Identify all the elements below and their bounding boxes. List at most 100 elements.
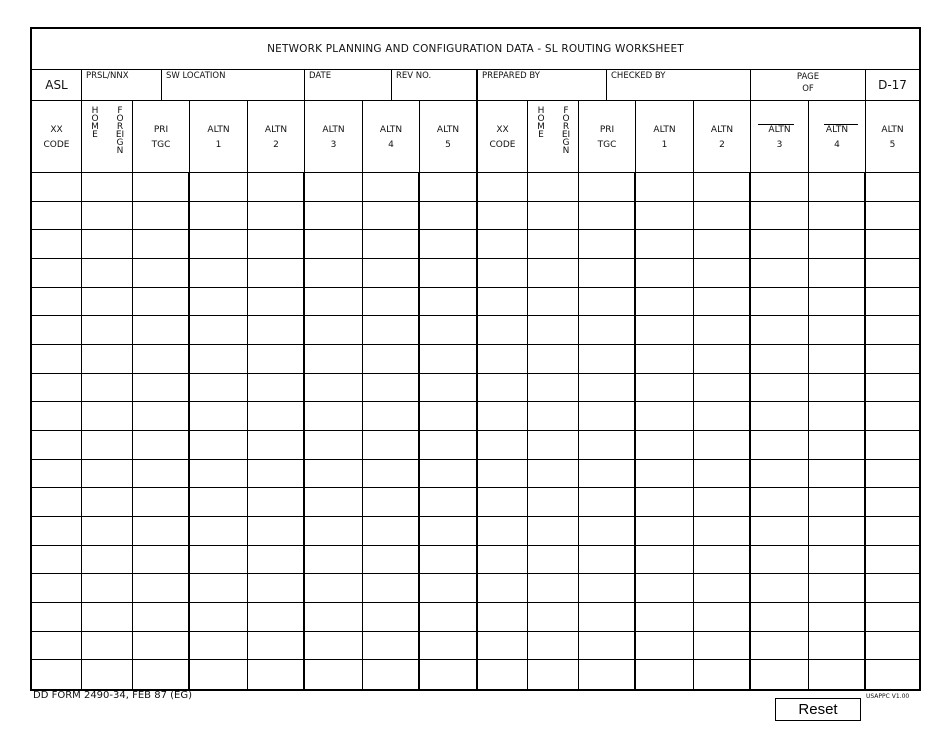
table-cell[interactable] [579,287,636,317]
table-cell[interactable] [694,316,751,345]
table-cell[interactable] [82,517,133,546]
table-cell[interactable] [636,230,694,259]
table-cell[interactable] [694,230,751,259]
table-cell[interactable] [478,173,528,202]
table-cell[interactable] [82,287,133,317]
table-cell[interactable] [82,316,133,345]
prepared-by-field[interactable]: PREPARED BY [478,70,607,101]
table-cell[interactable] [82,402,133,431]
table-cell[interactable] [809,574,866,603]
table-cell[interactable] [478,230,528,259]
table-cell[interactable] [478,574,528,603]
table-cell[interactable] [305,431,363,460]
table-cell[interactable] [579,603,636,632]
table-cell[interactable] [579,459,636,489]
table-cell[interactable] [82,660,133,689]
table-cell[interactable] [809,431,866,460]
table-cell[interactable] [866,517,919,546]
table-cell[interactable] [751,660,809,689]
table-cell[interactable] [133,201,190,231]
table-cell[interactable] [528,230,579,259]
table-cell[interactable] [478,259,528,288]
table-cell[interactable] [694,173,751,202]
table-cell[interactable] [694,488,751,517]
table-cell[interactable] [478,603,528,632]
table-cell[interactable] [420,603,478,632]
table-cell[interactable] [478,660,528,689]
table-cell[interactable] [751,201,809,231]
table-cell[interactable] [809,345,866,374]
table-cell[interactable] [809,517,866,546]
table-cell[interactable] [636,373,694,403]
table-cell[interactable] [636,631,694,661]
table-cell[interactable] [363,431,420,460]
table-cell[interactable] [190,631,248,661]
table-cell[interactable] [363,201,420,231]
table-cell[interactable] [133,545,190,575]
page-number-input[interactable] [758,124,794,125]
table-cell[interactable] [248,488,305,517]
table-cell[interactable] [420,631,478,661]
table-cell[interactable] [694,431,751,460]
table-cell[interactable] [82,603,133,632]
table-cell[interactable] [528,603,579,632]
table-cell[interactable] [133,373,190,403]
table-cell[interactable] [133,488,190,517]
table-cell[interactable] [579,316,636,345]
table-cell[interactable] [694,517,751,546]
table-cell[interactable] [248,603,305,632]
table-cell[interactable] [528,259,579,288]
table-cell[interactable] [751,459,809,489]
table-cell[interactable] [190,402,248,431]
table-cell[interactable] [82,431,133,460]
table-cell[interactable] [248,259,305,288]
table-cell[interactable] [190,316,248,345]
table-cell[interactable] [32,173,82,202]
table-cell[interactable] [190,574,248,603]
table-cell[interactable] [809,173,866,202]
table-cell[interactable] [751,287,809,317]
table-cell[interactable] [636,287,694,317]
table-cell[interactable] [363,173,420,202]
table-cell[interactable] [579,631,636,661]
table-cell[interactable] [751,402,809,431]
table-cell[interactable] [751,230,809,259]
table-cell[interactable] [32,488,82,517]
table-cell[interactable] [133,459,190,489]
prsl-nnx-field[interactable]: PRSL/NNX [82,70,162,101]
table-cell[interactable] [751,603,809,632]
table-cell[interactable] [528,660,579,689]
table-cell[interactable] [866,574,919,603]
table-cell[interactable] [248,230,305,259]
table-cell[interactable] [82,545,133,575]
table-cell[interactable] [248,431,305,460]
table-cell[interactable] [420,173,478,202]
table-cell[interactable] [751,431,809,460]
table-cell[interactable] [579,517,636,546]
table-cell[interactable] [528,173,579,202]
table-cell[interactable] [636,259,694,288]
table-cell[interactable] [363,259,420,288]
table-cell[interactable] [694,545,751,575]
table-cell[interactable] [305,259,363,288]
table-cell[interactable] [420,517,478,546]
table-cell[interactable] [305,459,363,489]
table-cell[interactable] [133,316,190,345]
table-cell[interactable] [636,402,694,431]
checked-by-field[interactable]: CHECKED BY [607,70,751,101]
table-cell[interactable] [636,545,694,575]
table-cell[interactable] [579,545,636,575]
table-cell[interactable] [305,660,363,689]
table-cell[interactable] [82,574,133,603]
table-cell[interactable] [809,545,866,575]
table-cell[interactable] [133,402,190,431]
table-cell[interactable] [579,431,636,460]
table-cell[interactable] [133,431,190,460]
table-cell[interactable] [133,660,190,689]
table-cell[interactable] [478,287,528,317]
table-cell[interactable] [866,287,919,317]
table-cell[interactable] [579,373,636,403]
table-cell[interactable] [809,373,866,403]
table-cell[interactable] [32,574,82,603]
table-cell[interactable] [579,345,636,374]
